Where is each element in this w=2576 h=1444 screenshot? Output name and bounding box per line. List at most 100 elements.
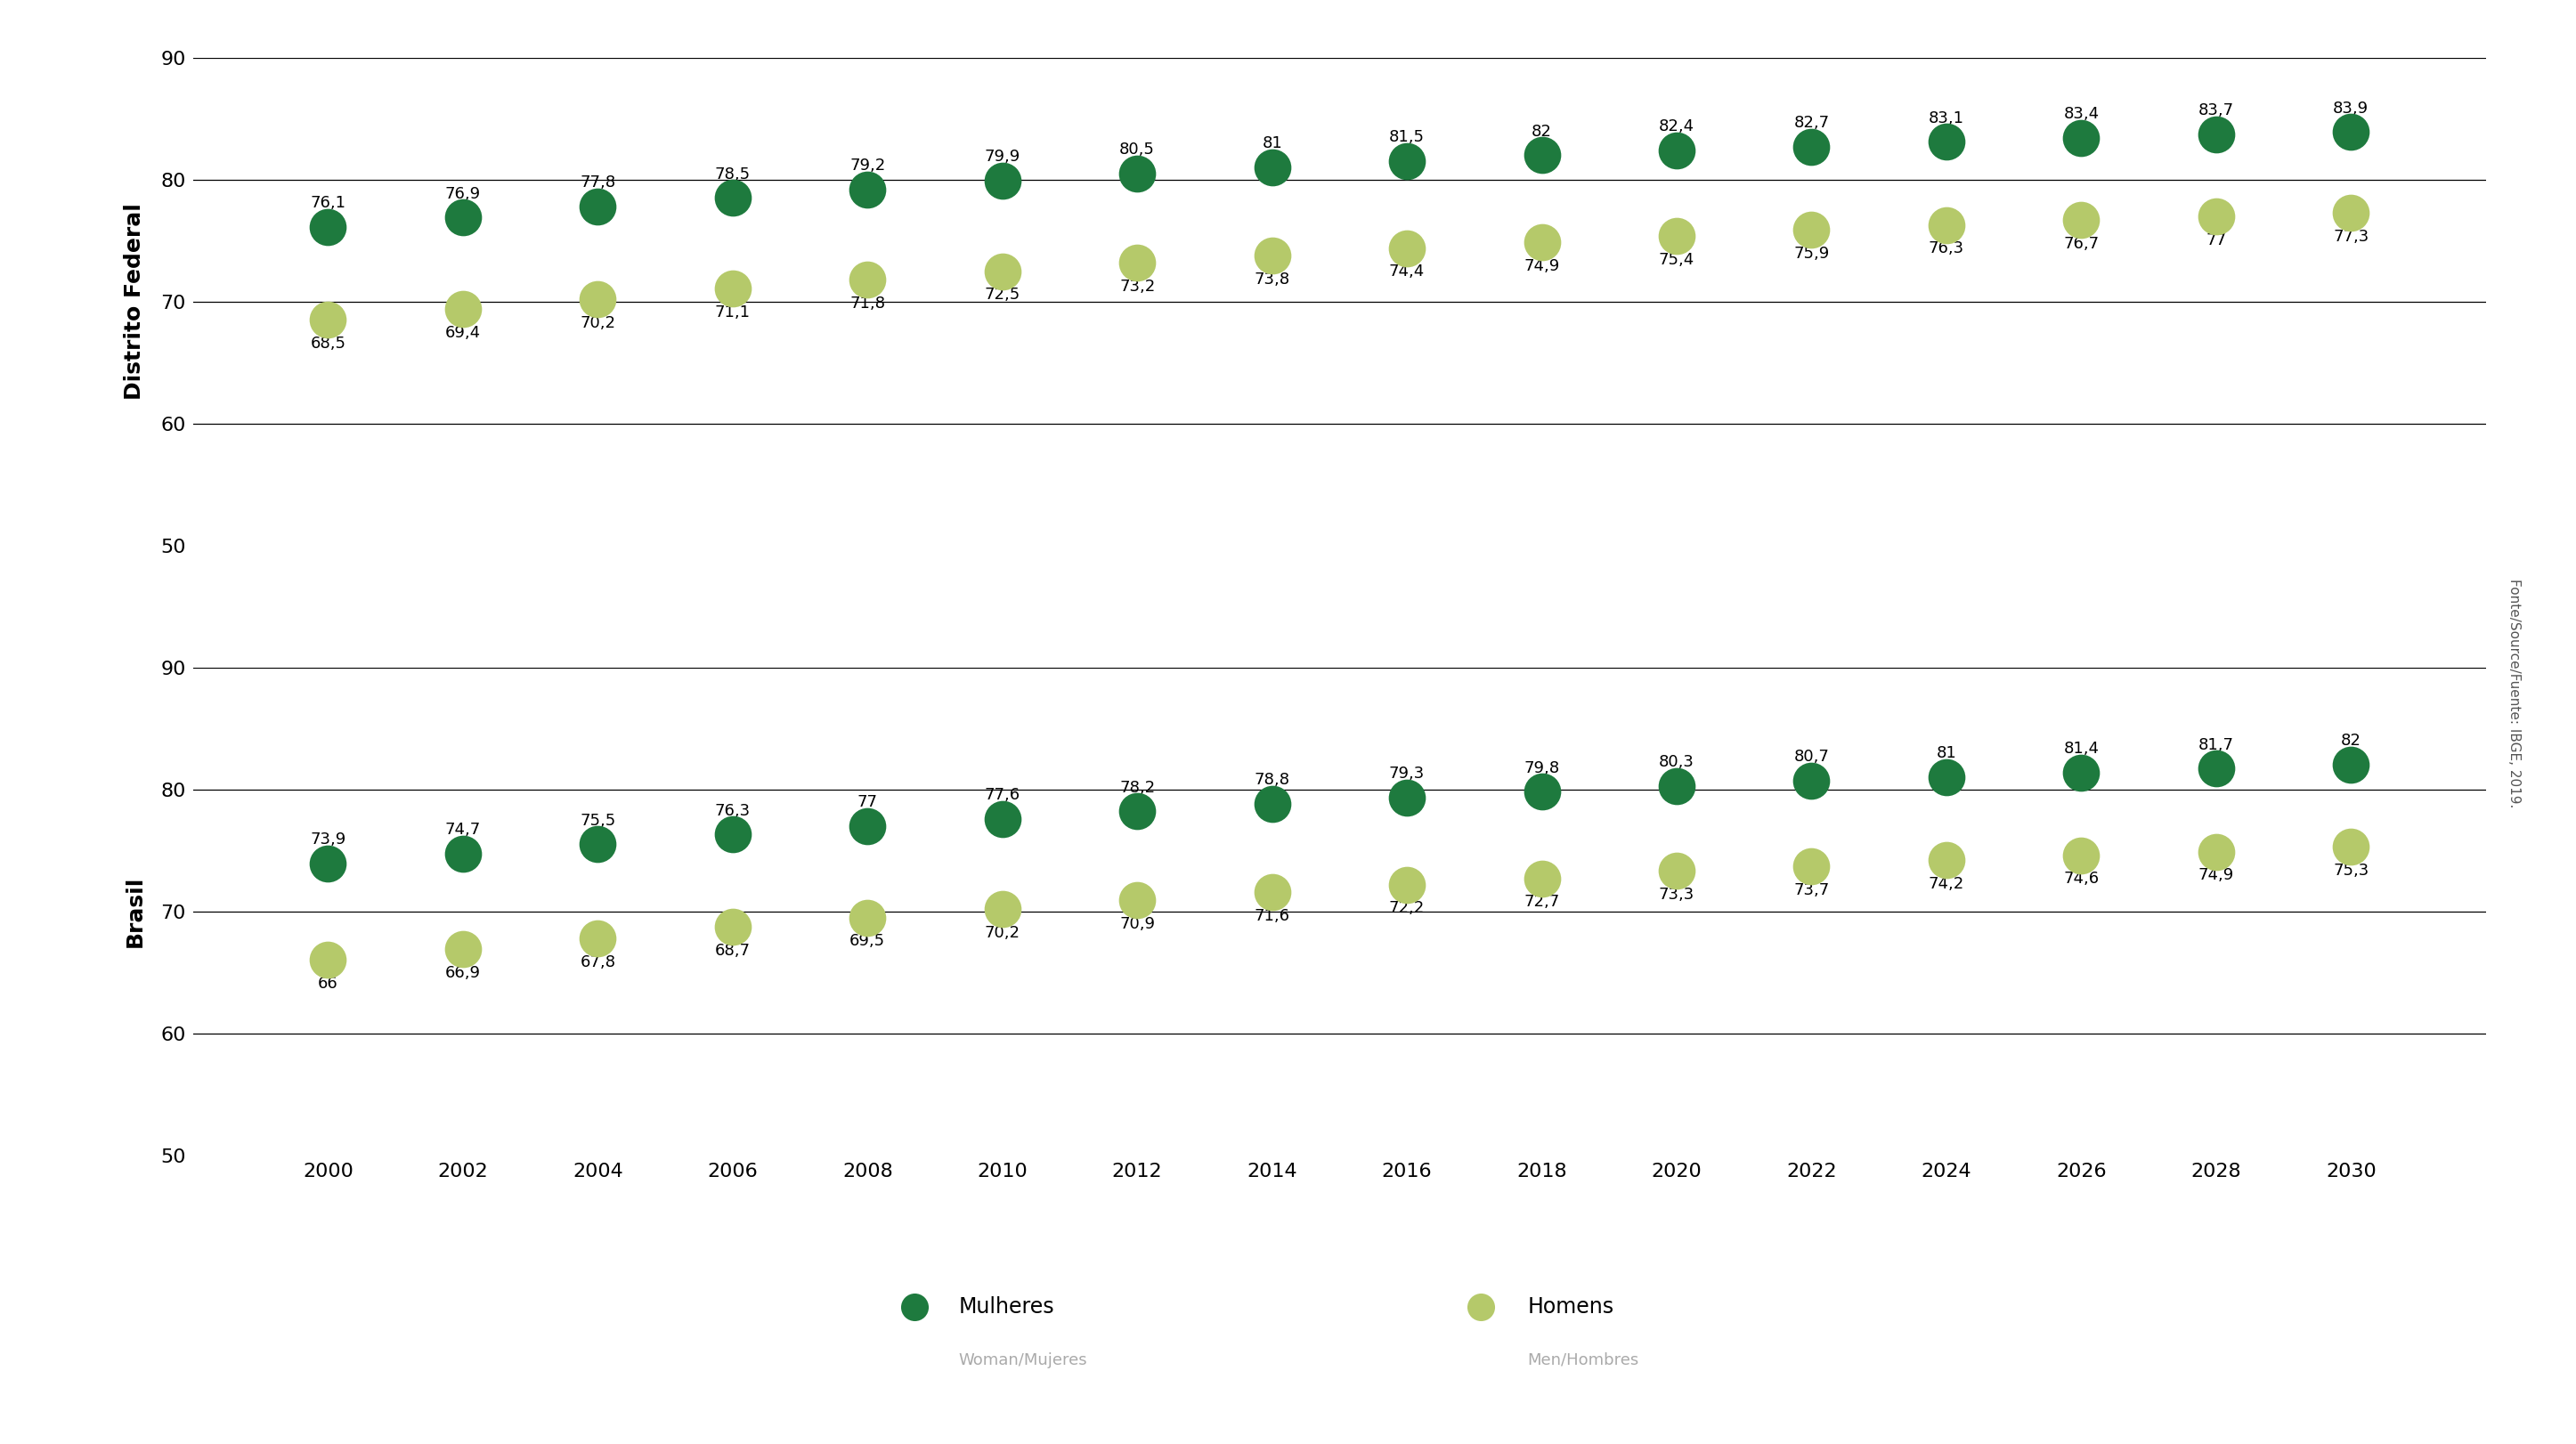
Point <box>1115 800 1157 823</box>
Point <box>443 937 484 960</box>
Point <box>848 178 889 201</box>
Text: 82: 82 <box>1533 123 1551 140</box>
Text: 68,5: 68,5 <box>309 336 345 352</box>
Text: Fonte/Source/Fuente: IBGE, 2019.: Fonte/Source/Fuente: IBGE, 2019. <box>2506 579 2522 807</box>
Point <box>577 287 618 310</box>
Point <box>1252 244 1293 267</box>
Text: 81,4: 81,4 <box>2063 741 2099 757</box>
Text: 70,2: 70,2 <box>984 924 1020 940</box>
Text: 73,2: 73,2 <box>1121 279 1154 295</box>
Point <box>981 897 1023 920</box>
Point <box>711 277 752 300</box>
Point <box>1252 156 1293 179</box>
Point <box>1252 793 1293 816</box>
Text: 70,2: 70,2 <box>580 315 616 331</box>
Point <box>307 309 348 332</box>
Text: 78,8: 78,8 <box>1255 773 1291 788</box>
Point <box>848 905 889 928</box>
Point <box>711 186 752 209</box>
Text: 73,9: 73,9 <box>309 832 345 848</box>
Text: 72,2: 72,2 <box>1388 901 1425 917</box>
Text: 73,7: 73,7 <box>1793 882 1829 898</box>
Point <box>1656 224 1698 247</box>
Point <box>981 169 1023 192</box>
Text: 83,1: 83,1 <box>1929 110 1965 126</box>
Point <box>894 1295 935 1318</box>
Point <box>1790 136 1832 159</box>
Text: 79,9: 79,9 <box>984 149 1020 165</box>
Point <box>981 807 1023 830</box>
Point <box>848 269 889 292</box>
Text: 75,4: 75,4 <box>1659 251 1695 267</box>
Text: 67,8: 67,8 <box>580 954 616 970</box>
Text: 74,4: 74,4 <box>1388 264 1425 280</box>
Text: Mulheres: Mulheres <box>958 1297 1054 1317</box>
Point <box>2195 757 2236 780</box>
Point <box>443 842 484 865</box>
Text: 74,9: 74,9 <box>1525 257 1558 274</box>
Point <box>2195 840 2236 864</box>
Point <box>1522 231 1564 254</box>
Text: 78,5: 78,5 <box>714 166 750 182</box>
Text: 81,7: 81,7 <box>2197 736 2233 752</box>
Point <box>577 195 618 218</box>
Text: 77,6: 77,6 <box>984 787 1020 803</box>
Text: 75,9: 75,9 <box>1793 245 1829 261</box>
Text: 78,2: 78,2 <box>1121 780 1154 796</box>
Text: 76,9: 76,9 <box>446 186 482 202</box>
Text: Homens: Homens <box>1528 1297 1615 1317</box>
Text: 79,8: 79,8 <box>1525 760 1558 775</box>
Point <box>981 260 1023 283</box>
Text: 77,3: 77,3 <box>2334 228 2370 244</box>
Point <box>1927 765 1968 788</box>
Point <box>2061 843 2102 866</box>
Text: 80,5: 80,5 <box>1121 142 1154 157</box>
Point <box>1656 139 1698 162</box>
Y-axis label: Brasil: Brasil <box>124 875 147 947</box>
Point <box>2061 208 2102 231</box>
Text: 69,5: 69,5 <box>850 933 886 949</box>
Text: 72,7: 72,7 <box>1525 894 1558 910</box>
Text: 77,8: 77,8 <box>580 175 616 191</box>
Point <box>1790 218 1832 241</box>
Text: 80,7: 80,7 <box>1793 749 1829 765</box>
Text: 79,3: 79,3 <box>1388 767 1425 783</box>
Point <box>1656 859 1698 882</box>
Text: 74,9: 74,9 <box>2197 868 2233 884</box>
Point <box>1927 130 1968 153</box>
Point <box>1522 866 1564 890</box>
Point <box>2331 201 2372 224</box>
Point <box>711 915 752 939</box>
Text: 76,3: 76,3 <box>1929 241 1965 257</box>
Point <box>1927 849 1968 872</box>
Text: 77: 77 <box>2205 232 2226 248</box>
Point <box>1115 162 1157 185</box>
Text: 71,6: 71,6 <box>1255 908 1291 924</box>
Text: 71,1: 71,1 <box>714 305 750 321</box>
Text: 74,2: 74,2 <box>1929 877 1965 892</box>
Point <box>2331 121 2372 144</box>
Text: 79,2: 79,2 <box>850 157 886 173</box>
Point <box>1461 1295 1502 1318</box>
Point <box>443 206 484 230</box>
Text: 75,5: 75,5 <box>580 813 616 829</box>
Text: 81,5: 81,5 <box>1388 130 1425 146</box>
Point <box>848 814 889 838</box>
Point <box>1656 774 1698 797</box>
Point <box>1252 881 1293 904</box>
Text: 70,9: 70,9 <box>1121 915 1154 933</box>
Text: 72,5: 72,5 <box>984 287 1020 303</box>
Point <box>307 215 348 238</box>
Text: 83,9: 83,9 <box>2334 100 2370 117</box>
Point <box>1927 214 1968 237</box>
Text: 76,1: 76,1 <box>309 195 345 211</box>
Point <box>1386 237 1427 260</box>
Text: 75,3: 75,3 <box>2334 862 2370 878</box>
Text: 81: 81 <box>1262 136 1283 152</box>
Point <box>1386 874 1427 897</box>
Text: 66,9: 66,9 <box>446 965 482 980</box>
Point <box>2061 761 2102 784</box>
Point <box>1522 780 1564 803</box>
Point <box>307 949 348 972</box>
Y-axis label: Distrito Federal: Distrito Federal <box>124 204 147 400</box>
